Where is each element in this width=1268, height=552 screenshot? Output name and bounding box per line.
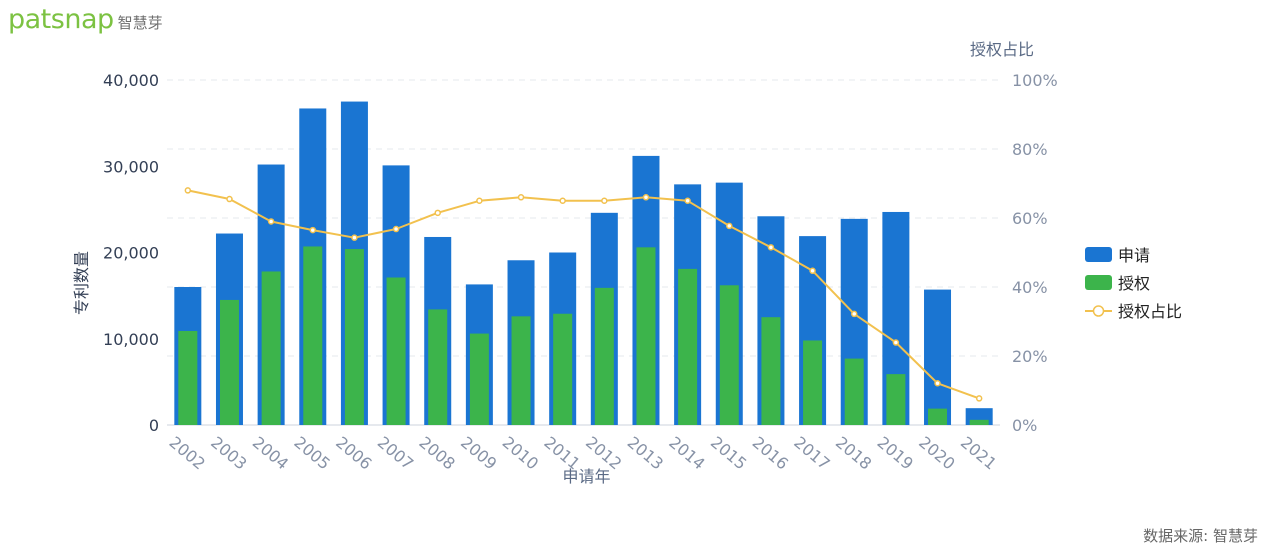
ratio-point-2005 <box>309 226 317 234</box>
ratio-point-2014 <box>684 197 691 204</box>
ratio-point-2009 <box>476 197 483 204</box>
bar-grant-2010 <box>511 316 531 425</box>
bar-grant-2003 <box>219 299 239 425</box>
bar-grant-2018 <box>844 358 864 425</box>
bar-grant-2012 <box>594 287 614 425</box>
data-source-footer: 数据来源: 智慧芽 <box>1143 527 1258 545</box>
legend-swatch-ratio-marker <box>1092 305 1105 317</box>
legend-swatch-grant <box>1085 275 1112 290</box>
bar-grant-2007 <box>386 277 406 425</box>
bar-grant-2021 <box>969 419 989 425</box>
ratio-point-2008 <box>434 209 441 217</box>
logo-cn-text: 智慧芽 <box>117 14 163 32</box>
x-tick-label: 2010 <box>499 433 542 474</box>
ratio-point-2007 <box>392 225 400 233</box>
ratio-point-2015 <box>726 222 733 230</box>
legend-label: 申请 <box>1118 246 1150 265</box>
y2-tick-label: 40% <box>1012 278 1048 297</box>
bar-grant-2009 <box>469 333 489 425</box>
bars <box>174 101 993 426</box>
x-axis-title: 申请年 <box>562 467 610 486</box>
y2-tick-label: 100% <box>1012 71 1058 90</box>
y2-tick-label: 60% <box>1012 209 1048 228</box>
x-tick-label: 2005 <box>290 433 333 474</box>
ratio-point-2017 <box>809 267 816 275</box>
ratio-point-2019 <box>892 339 900 346</box>
legend-swatch-apply <box>1085 247 1112 262</box>
x-tick-label: 2008 <box>415 433 458 474</box>
x-tick-label: 2002 <box>166 433 209 474</box>
bar-grant-2002 <box>178 330 198 425</box>
x-tick-label: 2009 <box>457 433 500 474</box>
x-tick-label: 2021 <box>957 433 1000 474</box>
x-tick-label: 2006 <box>332 433 375 474</box>
y-axis-title: 专利数量 <box>72 251 91 315</box>
y-tick-label: 10,000 <box>103 330 159 349</box>
ratio-line <box>187 189 980 400</box>
y2-tick-label: 0% <box>1012 416 1037 435</box>
x-tick-label: 2015 <box>707 433 750 474</box>
ratio-point-2006 <box>351 234 358 241</box>
x-tick-label: 2003 <box>207 433 250 474</box>
bar-grant-2015 <box>719 285 739 425</box>
bar-grant-2013 <box>636 247 656 425</box>
ratio-line-layer <box>184 187 983 402</box>
y2-tick-label: 80% <box>1012 140 1048 159</box>
x-tick-label: 2019 <box>874 433 917 474</box>
ratio-point-2011 <box>559 197 566 204</box>
ratio-point-2018 <box>850 310 858 318</box>
ratio-point-2004 <box>267 218 275 225</box>
brand-logo: patsnap 智慧芽 <box>8 4 163 35</box>
bar-grant-2004 <box>261 271 281 425</box>
y-tick-label: 40,000 <box>103 71 159 90</box>
x-tick-label: 2004 <box>249 433 292 474</box>
bar-apply-2020 <box>924 289 952 425</box>
x-tick-label: 2007 <box>374 433 417 474</box>
ratio-point-2003 <box>226 195 233 203</box>
ratio-point-2013 <box>642 194 650 201</box>
ratio-point-2010 <box>517 194 525 201</box>
legend-label: 授权 <box>1118 274 1150 293</box>
x-tick-label: 2020 <box>915 433 958 474</box>
legend-label: 授权占比 <box>1118 302 1182 321</box>
x-tick-label: 2014 <box>665 433 708 474</box>
y-tick-label: 20,000 <box>103 244 159 263</box>
y-tick-label: 0 <box>149 416 159 435</box>
x-tick-label: 2016 <box>749 433 792 474</box>
bar-grant-2006 <box>344 249 364 425</box>
ratio-point-2021 <box>975 395 983 402</box>
ratio-point-2012 <box>601 197 608 204</box>
bar-grant-2008 <box>428 309 448 425</box>
bar-grant-2017 <box>803 340 823 425</box>
bar-grant-2014 <box>678 268 698 425</box>
ratio-point-2002 <box>184 187 192 194</box>
bar-grant-2011 <box>553 313 573 425</box>
y2-axis-title: 授权占比 <box>970 40 1034 59</box>
grid-lines <box>167 79 1000 426</box>
ratio-point-2016 <box>767 244 775 251</box>
x-tick-label: 2017 <box>790 433 833 474</box>
y2-tick-label: 20% <box>1012 347 1048 366</box>
ratio-point-2020 <box>934 380 941 387</box>
x-tick-label: 2013 <box>624 433 667 474</box>
y-tick-label: 30,000 <box>103 157 159 176</box>
x-tick-label: 2018 <box>832 433 875 474</box>
bar-grant-2019 <box>886 374 906 425</box>
logo-text: patsnap <box>8 4 114 35</box>
bar-grant-2016 <box>761 317 781 425</box>
bar-grant-2020 <box>928 408 948 425</box>
bar-grant-2005 <box>303 246 323 425</box>
